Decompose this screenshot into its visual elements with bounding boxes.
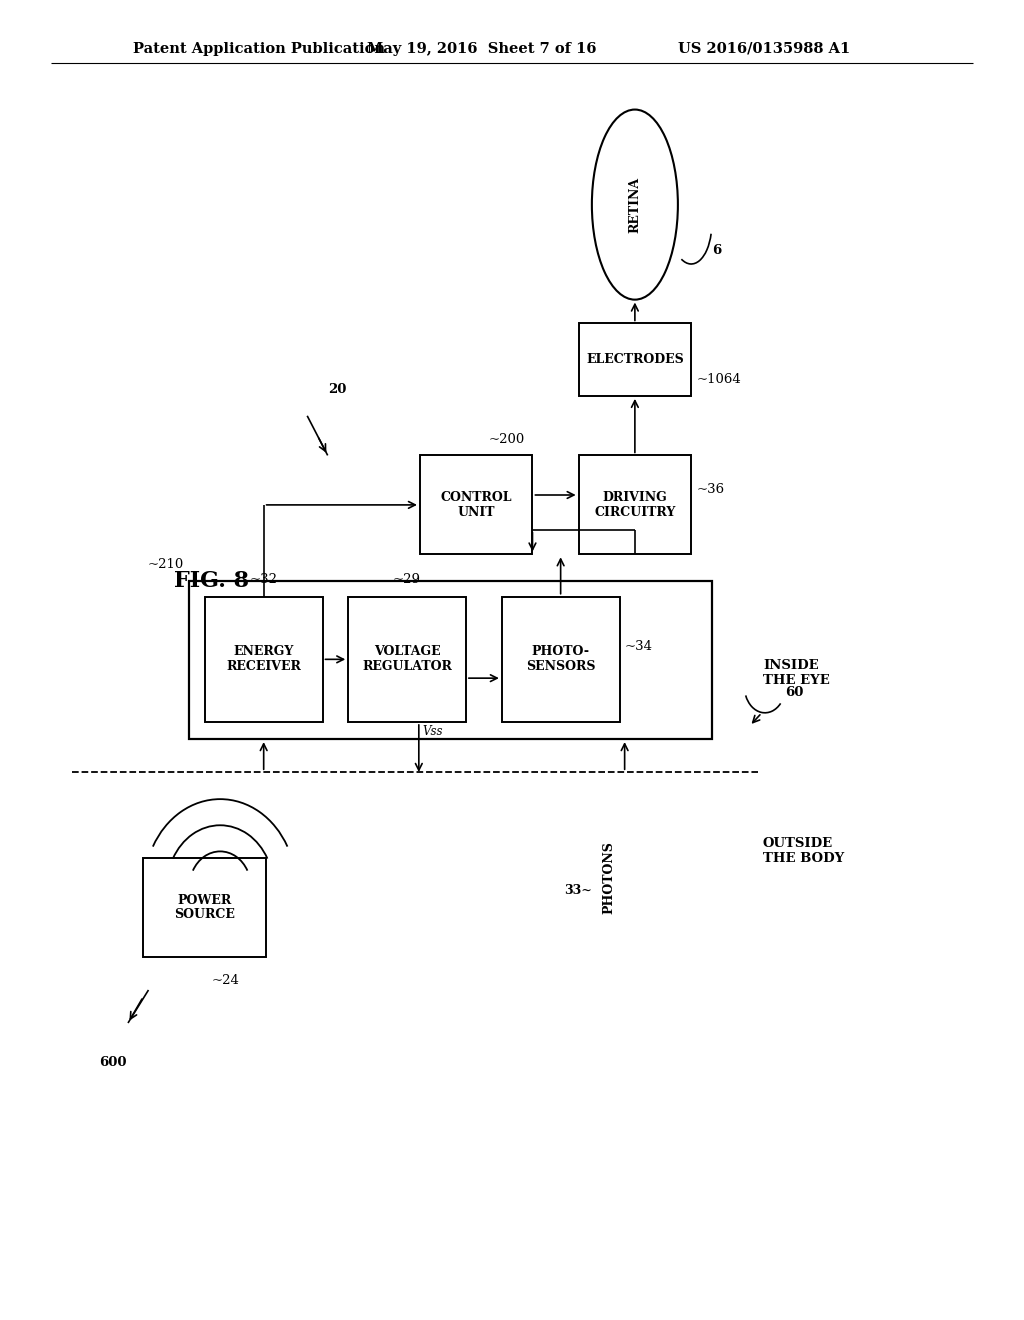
Text: POWER
SOURCE: POWER SOURCE bbox=[174, 894, 236, 921]
Text: ~29: ~29 bbox=[393, 573, 421, 586]
Text: INSIDE
THE EYE: INSIDE THE EYE bbox=[763, 659, 829, 688]
Text: ~200: ~200 bbox=[488, 433, 525, 446]
Text: 20: 20 bbox=[328, 383, 346, 396]
Text: Patent Application Publication: Patent Application Publication bbox=[133, 42, 385, 55]
Ellipse shape bbox=[592, 110, 678, 300]
Bar bbox=[579, 323, 691, 396]
Text: ELECTRODES: ELECTRODES bbox=[586, 354, 684, 366]
Bar bbox=[143, 858, 266, 957]
Text: Vss: Vss bbox=[423, 725, 443, 738]
Text: ~24: ~24 bbox=[211, 974, 240, 987]
Text: 33~: 33~ bbox=[564, 884, 593, 898]
Text: ~36: ~36 bbox=[696, 483, 724, 495]
Bar bbox=[579, 455, 691, 554]
Bar bbox=[348, 597, 466, 722]
Text: RETINA: RETINA bbox=[629, 177, 641, 232]
Text: 600: 600 bbox=[99, 1056, 126, 1069]
Bar bbox=[502, 597, 620, 722]
Text: US 2016/0135988 A1: US 2016/0135988 A1 bbox=[678, 42, 850, 55]
Text: OUTSIDE
THE BODY: OUTSIDE THE BODY bbox=[763, 837, 844, 866]
Bar bbox=[189, 581, 712, 739]
Text: ~32: ~32 bbox=[250, 573, 278, 586]
Text: DRIVING
CIRCUITRY: DRIVING CIRCUITRY bbox=[594, 491, 676, 519]
Text: ~1064: ~1064 bbox=[696, 374, 741, 385]
Text: PHOTO-
SENSORS: PHOTO- SENSORS bbox=[526, 645, 595, 673]
Text: PHOTONS: PHOTONS bbox=[603, 841, 615, 915]
Text: VOLTAGE
REGULATOR: VOLTAGE REGULATOR bbox=[362, 645, 452, 673]
Text: FIG. 8: FIG. 8 bbox=[174, 570, 249, 591]
Text: ~210: ~210 bbox=[148, 558, 184, 572]
Text: 60: 60 bbox=[785, 686, 804, 700]
Text: 6: 6 bbox=[712, 244, 721, 257]
Text: May 19, 2016  Sheet 7 of 16: May 19, 2016 Sheet 7 of 16 bbox=[367, 42, 596, 55]
Text: CONTROL
UNIT: CONTROL UNIT bbox=[440, 491, 512, 519]
Bar bbox=[205, 597, 323, 722]
Text: ENERGY
RECEIVER: ENERGY RECEIVER bbox=[226, 645, 301, 673]
Bar bbox=[420, 455, 532, 554]
Text: ~34: ~34 bbox=[625, 640, 652, 652]
